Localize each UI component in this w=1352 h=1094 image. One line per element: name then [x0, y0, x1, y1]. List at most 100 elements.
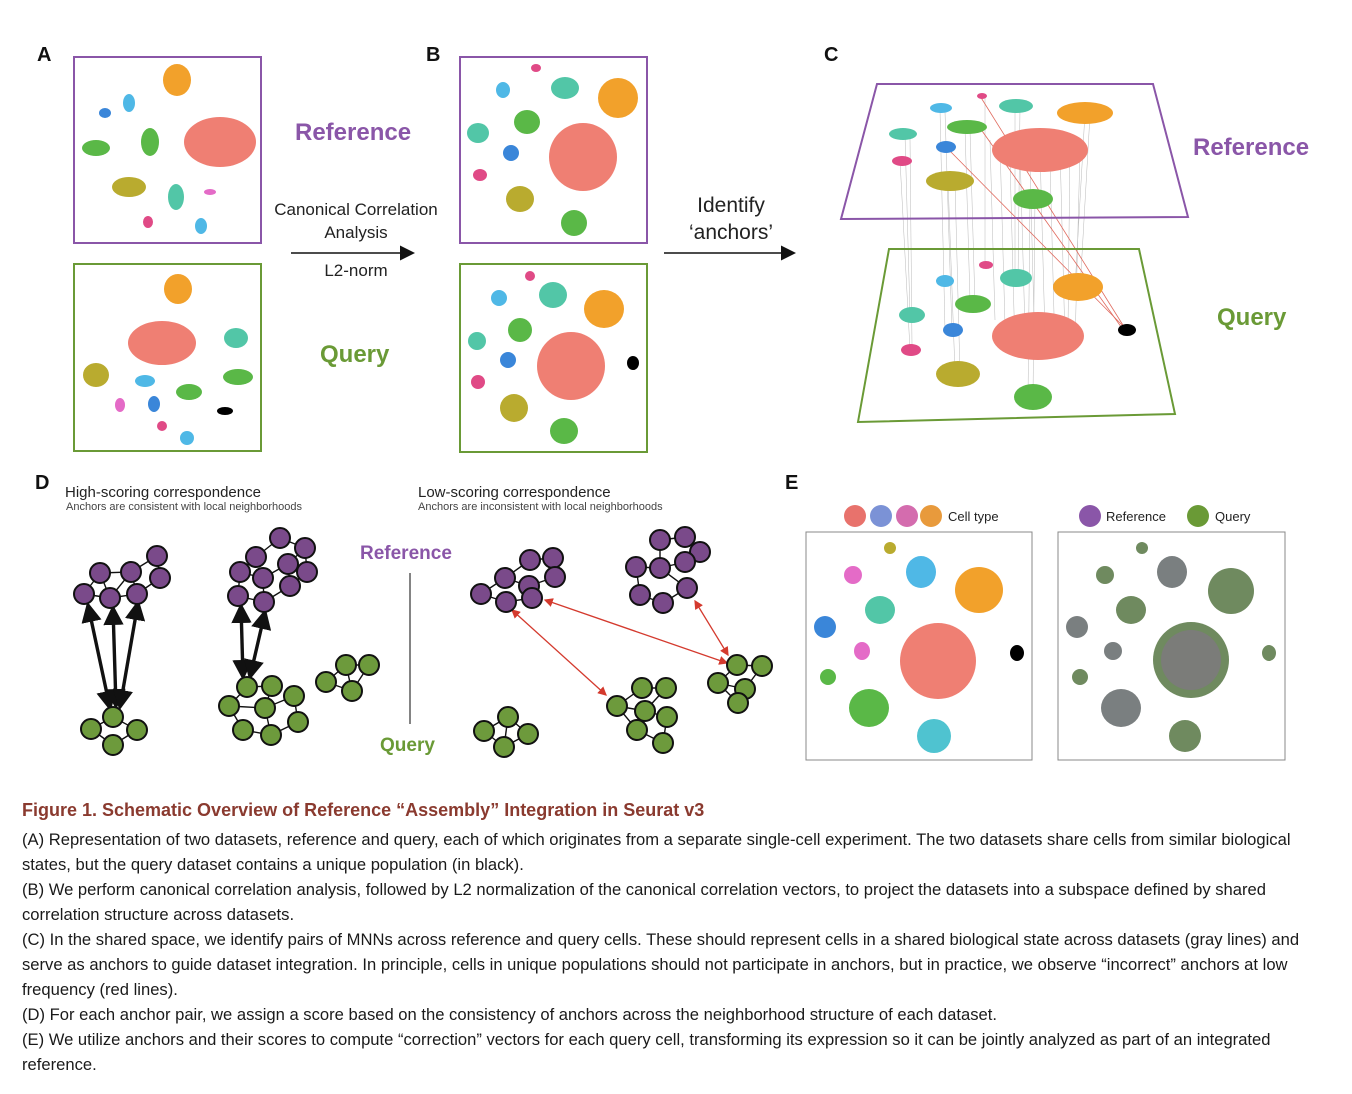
panel-d-network	[73, 526, 773, 758]
panel-a-query-clusters	[83, 274, 253, 445]
caption-e: (E) We utilize anchors and their scores …	[22, 1030, 1271, 1074]
cluster-7-node-2	[707, 672, 729, 694]
cluster-2-node-3	[102, 734, 124, 756]
cluster-1-node-5	[277, 553, 299, 575]
cluster-6-node-1	[674, 526, 696, 548]
cca-step-text: Canonical Correlation Analysis L2-norm	[262, 198, 450, 282]
anchor-arrow-3	[231, 602, 253, 681]
anchor-line2: ‘anchors’	[688, 221, 774, 244]
cluster-6-node-7	[652, 592, 674, 614]
panel-a-reference-label: Reference	[295, 119, 412, 146]
panel-c-reference-plane	[839, 83, 1190, 221]
panel-d-query-label: Query	[380, 735, 435, 756]
cca-line3: L2-norm	[324, 261, 388, 280]
legend-celltype-label: Cell type	[948, 509, 999, 524]
cluster-9-node-3	[517, 723, 539, 745]
cluster-8-node-0	[631, 677, 653, 699]
cluster-9-node-2	[493, 736, 515, 758]
anchor-arrow-4	[243, 608, 272, 681]
cca-line2: Analysis	[324, 223, 388, 242]
panel-d-low-title: Low-scoring correspondence	[418, 484, 611, 501]
cluster-0-node-4	[99, 587, 121, 609]
cluster-4-node-1	[358, 654, 380, 676]
panel-d-low-subtitle: Anchors are inconsistent with local neig…	[418, 501, 663, 513]
panel-b-reference-frame	[459, 56, 648, 244]
cluster-1-node-1	[269, 527, 291, 549]
panel-e-celltype-clusters	[814, 542, 1024, 753]
cluster-0-node-1	[120, 561, 142, 583]
panel-c-query-plane	[856, 248, 1177, 424]
legend-reference-dot	[1079, 505, 1101, 527]
cluster-9-node-0	[473, 720, 495, 742]
cluster-4-node-0	[335, 654, 357, 676]
caption-b: (B) We perform canonical correlation ana…	[22, 880, 1266, 924]
panel-c-reference-label: Reference	[1193, 134, 1310, 161]
cluster-8-node-2	[606, 695, 628, 717]
cluster-5-node-7	[521, 587, 543, 609]
panel-c-query-label: Query	[1217, 304, 1287, 331]
cluster-6-node-2	[689, 541, 711, 563]
panel-e-celltype-plot	[805, 531, 1033, 761]
anchor-arrow-5	[511, 609, 607, 696]
cluster-3-node-7	[287, 711, 309, 733]
cluster-9-node-1	[497, 706, 519, 728]
panel-letter-a: A	[37, 44, 52, 66]
anchor-arrow-0	[81, 601, 117, 712]
cluster-7-node-4	[727, 692, 749, 714]
caption-d: (D) For each anchor pair, we assign a sc…	[22, 1005, 997, 1024]
cluster-1-node-2	[294, 537, 316, 559]
caption-c: (C) In the shared space, we identify pai…	[22, 930, 1300, 999]
panel-e-dataset-plot	[1057, 531, 1286, 761]
panel-a-reference-clusters	[82, 64, 256, 234]
cluster-8-node-3	[634, 700, 656, 722]
anchor-arrow-1	[103, 604, 126, 710]
cluster-2-node-1	[80, 718, 102, 740]
cluster-1-node-9	[296, 561, 318, 583]
panel-d-high-title: High-scoring correspondence	[65, 484, 261, 501]
cluster-1-node-0	[245, 546, 267, 568]
cluster-3-node-0	[236, 676, 258, 698]
cluster-0-node-3	[73, 583, 95, 605]
cluster-1-node-7	[253, 591, 275, 613]
caption-a: (A) Representation of two datasets, refe…	[22, 830, 1291, 874]
panel-letter-d: D	[35, 472, 50, 494]
cluster-0-node-0	[89, 562, 111, 584]
panel-letter-b: B	[426, 44, 441, 66]
panel-d-high-subtitle: Anchors are consistent with local neighb…	[66, 501, 303, 513]
panel-letter-c: C	[824, 44, 839, 66]
cca-line1: Canonical Correlation	[274, 200, 438, 219]
cluster-8-node-1	[655, 677, 677, 699]
cluster-3-node-6	[260, 724, 282, 746]
anchor-arrow-2	[112, 599, 146, 711]
cluster-7-node-0	[726, 654, 748, 676]
panel-e-celltype-legend	[844, 505, 942, 527]
cluster-8-node-4	[656, 706, 678, 728]
cluster-4-node-3	[341, 680, 363, 702]
panel-b-query-frame	[459, 263, 648, 453]
cluster-0-node-6	[149, 567, 171, 589]
caption-title: Figure 1. Schematic Overview of Referenc…	[22, 800, 705, 820]
cluster-3-node-2	[218, 695, 240, 717]
cluster-1-node-6	[227, 585, 249, 607]
panel-b-reference-clusters	[467, 64, 638, 236]
cluster-3-node-3	[254, 697, 276, 719]
cluster-5-node-0	[519, 549, 541, 571]
cluster-1-node-8	[279, 575, 301, 597]
cluster-6-node-6	[629, 584, 651, 606]
cluster-8-node-5	[626, 719, 648, 741]
cluster-6-node-4	[649, 557, 671, 579]
panel-b-query-clusters	[468, 271, 639, 444]
panel-d-reference-label: Reference	[360, 543, 452, 564]
cluster-7-node-1	[751, 655, 773, 677]
anchor-line1: Identify	[697, 194, 765, 217]
anchor-arrow-7	[694, 599, 729, 657]
cluster-5-node-1	[542, 547, 564, 569]
figure-caption: Figure 1. Schematic Overview of Referenc…	[22, 800, 1332, 1077]
cluster-6-node-3	[625, 556, 647, 578]
cluster-5-node-2	[494, 567, 516, 589]
panel-c-query-clusters	[899, 261, 1136, 410]
cluster-8-node-6	[652, 732, 674, 754]
cluster-3-node-1	[261, 675, 283, 697]
cluster-3-node-5	[232, 719, 254, 741]
cluster-5-node-5	[470, 583, 492, 605]
